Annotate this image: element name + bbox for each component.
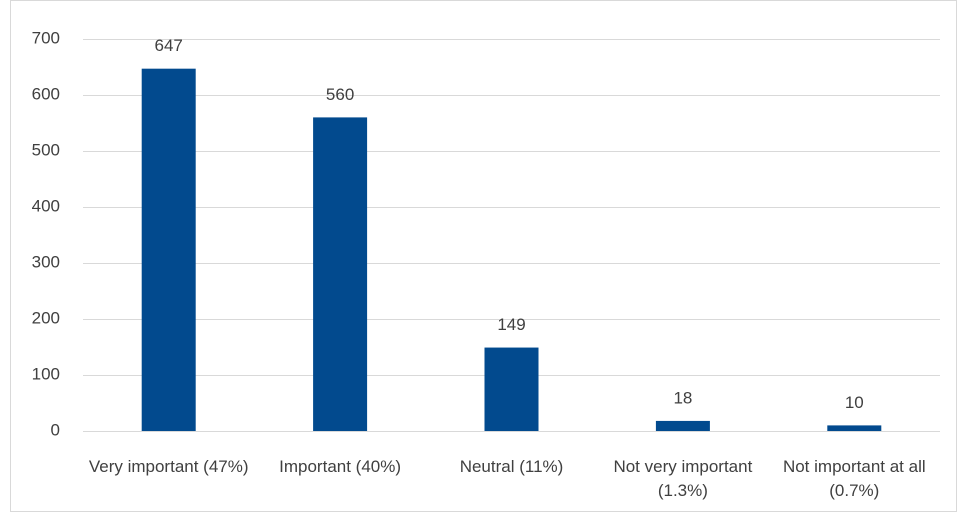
chart-frame	[10, 0, 957, 512]
bar	[141, 68, 196, 432]
value-label: 560	[326, 85, 354, 104]
value-label: 647	[155, 36, 183, 55]
bar	[827, 425, 882, 431]
x-tick-label: Very important (47%)	[88, 457, 249, 476]
value-label: 18	[673, 388, 692, 407]
x-tick-label: Neutral (11%)	[459, 457, 564, 476]
value-label: 149	[497, 315, 525, 334]
y-tick-label: 300	[32, 252, 60, 271]
y-tick-label: 200	[32, 308, 60, 327]
bar	[484, 347, 539, 431]
value-label: 10	[845, 393, 864, 412]
bar	[313, 117, 368, 432]
y-tick-label: 600	[32, 84, 60, 103]
y-tick-label: 400	[32, 196, 60, 215]
x-tick-label: Important (40%)	[279, 457, 402, 476]
y-tick-label: 500	[32, 140, 60, 159]
y-tick-label: 100	[32, 364, 60, 383]
x-tick-label: Not important at all (0.7%)	[782, 457, 926, 500]
y-tick-label: 0	[51, 420, 60, 439]
x-tick-label: Not very important (1.3%)	[613, 457, 753, 500]
bar	[655, 420, 710, 431]
y-tick-label: 700	[32, 28, 60, 47]
